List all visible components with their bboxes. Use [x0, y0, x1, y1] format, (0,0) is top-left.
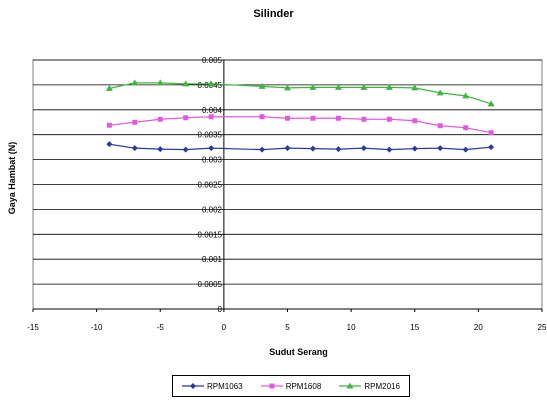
data-point-rpm1608	[259, 114, 265, 120]
axis-ticks: 0 0.0005 0.001 0.0015 0.002 0.0025 0.003 0.0035…	[27, 56, 547, 332]
data-point-rpm1608	[208, 114, 214, 120]
legend-swatch	[182, 383, 205, 389]
data-point-rpm1608	[335, 115, 341, 121]
data-point-rpm1063	[106, 141, 113, 148]
y-tick-label: 0.0005	[198, 280, 223, 289]
y-tick-label: 0.004	[202, 106, 223, 115]
y-tick-label: 0.0025	[198, 181, 223, 190]
y-axis-label: Gaya Hambat (N)	[7, 141, 17, 215]
grid-lines	[33, 59, 542, 285]
data-point-rpm2016	[182, 80, 190, 87]
x-tick-label: 10	[347, 323, 356, 332]
chart-title: Silinder	[253, 8, 294, 20]
data-point-rpm1063	[437, 145, 444, 152]
data-point-rpm2016	[156, 79, 164, 86]
data-point-rpm2016	[462, 92, 470, 99]
series-rpm1063	[106, 141, 495, 153]
x-tick-label: -5	[157, 323, 165, 332]
x-tick-label: 20	[474, 323, 483, 332]
data-point-rpm2016	[487, 100, 495, 107]
legend-label: RPM1063	[207, 381, 243, 391]
legend-swatch	[260, 383, 283, 389]
x-axis-label: Sudut Serang	[269, 347, 328, 357]
y-tick-label: 0.002	[202, 205, 223, 214]
x-tick-label: 15	[410, 323, 419, 332]
y-tick-label: 0.001	[202, 255, 223, 264]
x-tick-label: 0	[222, 323, 227, 332]
y-tick-label: 0.005	[202, 56, 223, 65]
y-tick-label: 0.0035	[198, 131, 223, 140]
data-point-rpm1063	[182, 146, 189, 153]
data-point-rpm1063	[157, 146, 164, 153]
data-point-rpm1608	[463, 125, 469, 131]
data-point-rpm2016	[105, 84, 113, 91]
data-point-rpm1608	[488, 130, 494, 136]
data-point-rpm1608	[386, 116, 392, 122]
series-rpm2016	[105, 79, 495, 107]
data-point-rpm1608	[310, 115, 316, 121]
data-point-rpm1063	[259, 146, 266, 153]
series-rpm1608	[106, 114, 494, 136]
x-tick-label: 25	[538, 323, 547, 332]
legend-item-rpm2016: RPM2016	[339, 382, 400, 391]
data-point-rpm2016	[436, 89, 444, 96]
data-point-rpm2016	[360, 83, 368, 90]
x-tick-label: -15	[27, 323, 39, 332]
series-layer	[105, 79, 495, 153]
y-tick-label: 0.0015	[198, 230, 223, 239]
data-point-rpm1063	[411, 145, 418, 152]
data-point-rpm1063	[488, 144, 495, 151]
data-point-rpm1063	[360, 145, 367, 152]
data-point-rpm1608	[157, 116, 163, 122]
data-point-rpm2016	[284, 84, 291, 91]
data-point-rpm1608	[132, 119, 138, 125]
data-point-rpm2016	[411, 84, 419, 91]
data-point-rpm2016	[385, 83, 393, 90]
data-point-rpm1063	[335, 146, 342, 153]
data-point-rpm1608	[106, 122, 112, 128]
data-point-rpm1608	[183, 115, 189, 121]
data-point-rpm1063	[386, 146, 393, 153]
data-point-rpm2016	[131, 79, 139, 86]
data-point-rpm2016	[207, 80, 215, 87]
data-point-rpm2016	[334, 83, 342, 90]
data-point-rpm1063	[208, 145, 215, 152]
data-point-rpm1608	[437, 123, 443, 129]
data-point-rpm2016	[309, 83, 317, 90]
legend-item-rpm1608: RPM1608	[260, 381, 322, 391]
data-point-rpm1063	[131, 145, 138, 152]
data-point-rpm1608	[361, 116, 367, 122]
data-point-rpm1063	[462, 146, 469, 153]
data-point-rpm2016	[258, 82, 266, 89]
y-tick-label: 0.003	[202, 156, 223, 165]
legend-item-rpm1063: RPM1063	[182, 382, 243, 391]
x-tick-label: -10	[91, 323, 103, 332]
legend-label: RPM2016	[364, 381, 400, 391]
legend-swatch	[339, 382, 362, 389]
data-point-rpm1608	[285, 115, 290, 121]
data-point-rpm1063	[309, 145, 316, 152]
x-tick-label: 5	[285, 323, 290, 332]
data-point-rpm1063	[284, 145, 291, 152]
legend: RPM1063 RPM1608 RPM2016	[172, 375, 410, 397]
legend-label: RPM1608	[285, 381, 322, 391]
data-point-rpm1608	[412, 118, 418, 124]
